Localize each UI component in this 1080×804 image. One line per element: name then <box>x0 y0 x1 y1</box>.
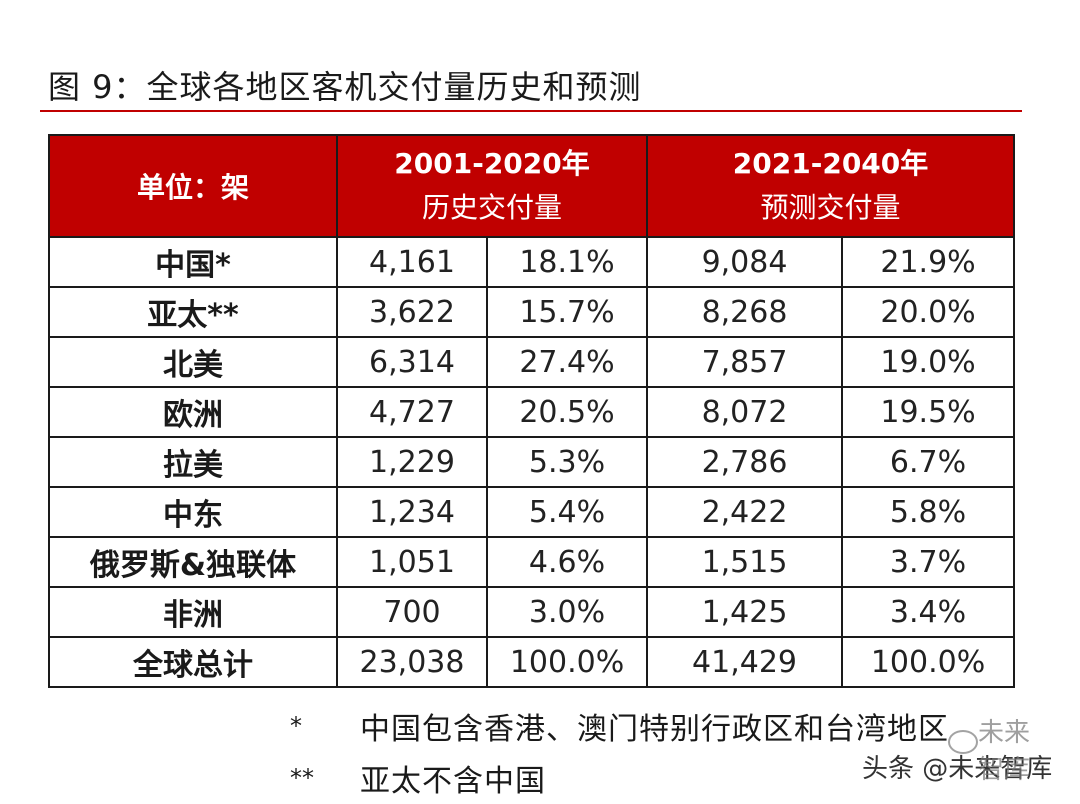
history-share-cell: 18.1% <box>485 236 649 288</box>
table-row: 欧洲 4,727 20.5% 8,072 19.5% <box>48 386 1016 438</box>
table-row: 北美 6,314 27.4% 7,857 19.0% <box>48 336 1016 388</box>
history-share-cell: 15.7% <box>485 286 649 338</box>
forecast-count-cell: 1,515 <box>646 536 844 588</box>
forecast-share-cell: 5.8% <box>841 486 1016 538</box>
history-share-cell: 5.3% <box>485 436 649 488</box>
forecast-count-cell: 8,268 <box>646 286 844 338</box>
region-cell: 全球总计 <box>48 636 338 688</box>
history-period-header: 2001-2020年 历史交付量 <box>335 134 649 238</box>
forecast-share-cell: 6.7% <box>841 436 1016 488</box>
table-row: 拉美 1,229 5.3% 2,786 6.7% <box>48 436 1016 488</box>
history-count-cell: 700 <box>336 586 488 638</box>
region-cell: 拉美 <box>48 436 338 488</box>
history-share-cell: 4.6% <box>485 536 649 588</box>
watermark-bottom: 头条 @未来智库 <box>862 754 1053 784</box>
history-share-cell: 5.4% <box>485 486 649 538</box>
footnote-1: * 中国包含香港、澳门特别行政区和台湾地区 <box>290 700 949 752</box>
footnote-mark: ** <box>290 764 314 792</box>
table-row: 亚太** 3,622 15.7% 8,268 20.0% <box>48 286 1016 338</box>
title-divider <box>40 110 1022 112</box>
history-share-cell: 3.0% <box>485 586 649 638</box>
region-cell: 非洲 <box>48 586 338 638</box>
forecast-share-cell: 19.5% <box>841 386 1016 438</box>
table-row: 非洲 700 3.0% 1,425 3.4% <box>48 586 1016 638</box>
table-row: 中东 1,234 5.4% 2,422 5.8% <box>48 486 1016 538</box>
table-header-row: 单位：架 2001-2020年 历史交付量 2021-2040年 预测交付量 <box>48 134 1016 238</box>
forecast-share-cell: 3.4% <box>841 586 1016 638</box>
footnote-mark: * <box>290 712 302 740</box>
region-cell: 亚太** <box>48 286 338 338</box>
history-count-cell: 23,038 <box>336 636 488 688</box>
forecast-count-cell: 1,425 <box>646 586 844 638</box>
history-count-cell: 3,622 <box>336 286 488 338</box>
history-period-desc: 历史交付量 <box>422 191 563 224</box>
forecast-count-cell: 41,429 <box>646 636 844 688</box>
delivery-table: 单位：架 2001-2020年 历史交付量 2021-2040年 预测交付量 中… <box>48 134 1016 688</box>
history-count-cell: 4,161 <box>336 236 488 288</box>
table-body: 中国* 4,161 18.1% 9,084 21.9% 亚太** 3,622 15.7% 8,2… <box>48 236 1016 688</box>
region-cell: 欧洲 <box>48 386 338 438</box>
forecast-count-cell: 7,857 <box>646 336 844 388</box>
footnote-2: ** 亚太不含中国 <box>290 752 949 804</box>
forecast-period-years: 2021-2040年 <box>732 147 929 180</box>
forecast-share-cell: 3.7% <box>841 536 1016 588</box>
history-period-years: 2001-2020年 <box>394 147 590 180</box>
history-count-cell: 4,727 <box>336 386 488 438</box>
watermark-top: 未来智库 <box>978 718 1031 785</box>
forecast-count-cell: 2,786 <box>646 436 844 488</box>
footnote-text: 中国包含香港、澳门特别行政区和台湾地区 <box>360 712 949 747</box>
region-cell: 中国* <box>48 236 338 288</box>
history-share-cell: 27.4% <box>485 336 649 388</box>
history-count-cell: 6,314 <box>336 336 488 388</box>
unit-header: 单位：架 <box>48 134 338 238</box>
watermark: 未来智库 头条 @未来智库 <box>862 718 1053 785</box>
forecast-count-cell: 8,072 <box>646 386 844 438</box>
region-cell: 北美 <box>48 336 338 388</box>
forecast-share-cell: 21.9% <box>841 236 1016 288</box>
page-title: 图 9：全球各地区客机交付量历史和预测 <box>48 68 642 106</box>
history-count-cell: 1,234 <box>336 486 488 538</box>
forecast-period-desc: 预测交付量 <box>760 191 901 224</box>
footnote-text: 亚太不含中国 <box>360 764 546 799</box>
history-share-cell: 20.5% <box>485 386 649 438</box>
table-row: 全球总计 23,038 100.0% 41,429 100.0% <box>48 636 1016 688</box>
forecast-count-cell: 9,084 <box>646 236 844 288</box>
history-share-cell: 100.0% <box>485 636 649 688</box>
table-row: 俄罗斯&独联体 1,051 4.6% 1,515 3.7% <box>48 536 1016 588</box>
region-cell: 中东 <box>48 486 338 538</box>
wechat-icon <box>948 730 978 754</box>
history-count-cell: 1,051 <box>336 536 488 588</box>
footnotes: * 中国包含香港、澳门特别行政区和台湾地区 ** 亚太不含中国 <box>290 700 949 804</box>
forecast-share-cell: 20.0% <box>841 286 1016 338</box>
forecast-share-cell: 100.0% <box>841 636 1016 688</box>
forecast-count-cell: 2,422 <box>646 486 844 538</box>
region-cell: 俄罗斯&独联体 <box>48 536 338 588</box>
forecast-share-cell: 19.0% <box>841 336 1016 388</box>
table-row: 中国* 4,161 18.1% 9,084 21.9% <box>48 236 1016 288</box>
history-count-cell: 1,229 <box>336 436 488 488</box>
forecast-period-header: 2021-2040年 预测交付量 <box>646 134 1016 238</box>
